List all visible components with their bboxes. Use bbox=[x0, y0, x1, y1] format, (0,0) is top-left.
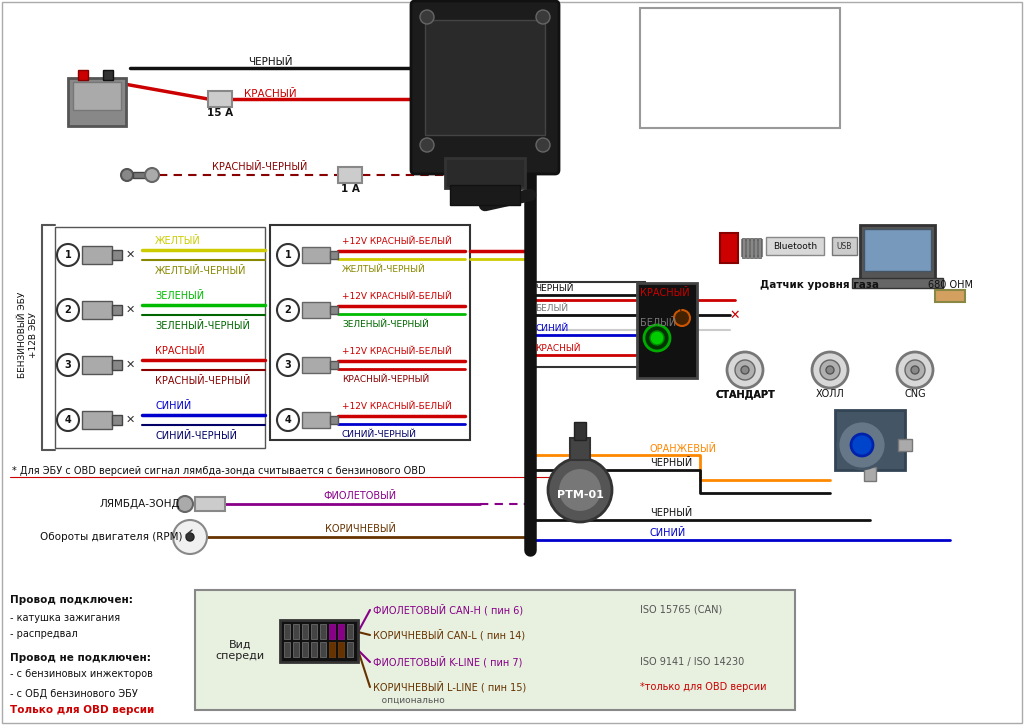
FancyBboxPatch shape bbox=[293, 624, 299, 639]
Text: 3: 3 bbox=[65, 360, 72, 370]
Circle shape bbox=[741, 366, 749, 374]
Text: 4: 4 bbox=[285, 415, 292, 425]
Text: ФИОЛЕТОВЫЙ CAN-H ( пин 6): ФИОЛЕТОВЫЙ CAN-H ( пин 6) bbox=[373, 604, 523, 616]
Circle shape bbox=[145, 168, 159, 182]
Circle shape bbox=[905, 360, 925, 380]
FancyBboxPatch shape bbox=[935, 290, 965, 302]
Text: 4: 4 bbox=[65, 415, 72, 425]
FancyBboxPatch shape bbox=[284, 624, 290, 639]
Text: СТАНДАРТ: СТАНДАРТ bbox=[715, 389, 775, 399]
Text: БЕНЗИНОВЫЙ ЭБУ
+12В ЭБУ: БЕНЗИНОВЫЙ ЭБУ +12В ЭБУ bbox=[18, 292, 38, 378]
Text: 3: 3 bbox=[285, 360, 292, 370]
FancyBboxPatch shape bbox=[112, 250, 122, 260]
FancyBboxPatch shape bbox=[338, 624, 344, 639]
Text: КРАСНЫЙ-ЧЕРНЫЙ: КРАСНЫЙ-ЧЕРНЫЙ bbox=[212, 162, 307, 172]
Circle shape bbox=[420, 10, 434, 24]
FancyBboxPatch shape bbox=[73, 82, 121, 110]
Text: Вид
спереди: Вид спереди bbox=[215, 639, 264, 660]
FancyBboxPatch shape bbox=[860, 225, 935, 280]
Text: ЗЕЛЕНЫЙ-ЧЕРНЫЙ: ЗЕЛЕНЫЙ-ЧЕРНЫЙ bbox=[342, 320, 429, 328]
Text: ФИОЛЕТОВЫЙ: ФИОЛЕТОВЫЙ bbox=[324, 491, 396, 501]
Circle shape bbox=[735, 360, 755, 380]
Text: Датчик уровня газа: Датчик уровня газа bbox=[761, 280, 880, 290]
Text: СТАНДАРТ: СТАНДАРТ bbox=[715, 389, 775, 399]
Text: РТМ-01: РТМ-01 bbox=[557, 490, 603, 500]
FancyBboxPatch shape bbox=[758, 238, 761, 258]
Text: 15 А: 15 А bbox=[207, 108, 233, 118]
FancyBboxPatch shape bbox=[330, 251, 338, 259]
Circle shape bbox=[812, 352, 848, 388]
Circle shape bbox=[186, 533, 194, 541]
Text: Обороты двигателя (RPM): Обороты двигателя (RPM) bbox=[40, 532, 182, 542]
Text: ✕: ✕ bbox=[730, 309, 740, 321]
Circle shape bbox=[278, 244, 299, 266]
Text: Bluetooth: Bluetooth bbox=[773, 241, 817, 251]
Text: - с ОБД бензинового ЭБУ: - с ОБД бензинового ЭБУ bbox=[10, 689, 138, 699]
Text: ✕: ✕ bbox=[125, 250, 135, 260]
Text: БЕЛЫЙ: БЕЛЫЙ bbox=[640, 318, 676, 328]
Text: USB: USB bbox=[837, 241, 852, 251]
Text: КРАСНЫЙ-ЧЕРНЫЙ: КРАСНЫЙ-ЧЕРНЫЙ bbox=[155, 376, 251, 386]
Text: Только для OBD версии: Только для OBD версии bbox=[10, 705, 155, 715]
FancyBboxPatch shape bbox=[329, 642, 335, 657]
FancyBboxPatch shape bbox=[574, 422, 586, 440]
FancyBboxPatch shape bbox=[302, 302, 330, 318]
Text: КОРИЧНЕВЫЙ L-LINE ( пин 15): КОРИЧНЕВЫЙ L-LINE ( пин 15) bbox=[373, 682, 526, 693]
Text: ЧЕРНЫЙ: ЧЕРНЫЙ bbox=[650, 508, 692, 518]
FancyBboxPatch shape bbox=[55, 227, 265, 448]
FancyBboxPatch shape bbox=[411, 1, 559, 174]
Text: - катушка зажигания: - катушка зажигания bbox=[10, 613, 120, 623]
FancyBboxPatch shape bbox=[864, 467, 876, 481]
FancyBboxPatch shape bbox=[208, 91, 232, 107]
Text: СИНИЙ: СИНИЙ bbox=[155, 401, 191, 411]
Text: ЧЕРНЫЙ: ЧЕРНЫЙ bbox=[248, 57, 292, 67]
FancyBboxPatch shape bbox=[338, 624, 344, 639]
Circle shape bbox=[727, 352, 763, 388]
Circle shape bbox=[820, 360, 840, 380]
Text: СИНИЙ-ЧЕРНЫЙ: СИНИЙ-ЧЕРНЫЙ bbox=[342, 429, 417, 439]
Text: +12V КРАСНЫЙ-БЕЛЫЙ: +12V КРАСНЫЙ-БЕЛЫЙ bbox=[342, 236, 452, 246]
Text: 1 А: 1 А bbox=[341, 184, 359, 194]
Text: ХОЛЛ: ХОЛЛ bbox=[816, 389, 845, 399]
Circle shape bbox=[558, 468, 602, 512]
Circle shape bbox=[278, 354, 299, 376]
FancyBboxPatch shape bbox=[302, 357, 330, 373]
FancyBboxPatch shape bbox=[329, 642, 335, 657]
FancyBboxPatch shape bbox=[746, 238, 749, 258]
FancyBboxPatch shape bbox=[302, 624, 308, 639]
FancyBboxPatch shape bbox=[742, 238, 745, 258]
FancyBboxPatch shape bbox=[640, 8, 840, 128]
FancyBboxPatch shape bbox=[82, 356, 112, 374]
Text: ✕: ✕ bbox=[125, 360, 135, 370]
Text: КРАСНЫЙ: КРАСНЫЙ bbox=[640, 288, 689, 298]
Circle shape bbox=[536, 138, 550, 152]
Text: СИНИЙ-ЧЕРНЫЙ: СИНИЙ-ЧЕРНЫЙ bbox=[155, 431, 237, 441]
Text: Провод подключен:: Провод подключен: bbox=[10, 595, 133, 605]
Circle shape bbox=[121, 169, 133, 181]
FancyBboxPatch shape bbox=[112, 415, 122, 425]
FancyBboxPatch shape bbox=[852, 278, 943, 288]
FancyBboxPatch shape bbox=[766, 237, 824, 255]
FancyBboxPatch shape bbox=[293, 642, 299, 657]
FancyBboxPatch shape bbox=[720, 233, 738, 263]
Circle shape bbox=[278, 299, 299, 321]
Text: БЕЛЫЙ: БЕЛЫЙ bbox=[535, 304, 568, 312]
FancyBboxPatch shape bbox=[347, 624, 353, 639]
FancyBboxPatch shape bbox=[311, 624, 317, 639]
FancyBboxPatch shape bbox=[754, 238, 757, 258]
Text: CNG: CNG bbox=[904, 389, 926, 399]
FancyBboxPatch shape bbox=[898, 439, 912, 451]
Circle shape bbox=[897, 352, 933, 388]
FancyBboxPatch shape bbox=[831, 237, 857, 255]
FancyBboxPatch shape bbox=[195, 497, 225, 511]
FancyBboxPatch shape bbox=[329, 624, 335, 639]
Circle shape bbox=[548, 458, 612, 522]
FancyBboxPatch shape bbox=[330, 361, 338, 369]
Text: КОРИЧНЕВЫЙ CAN-L ( пин 14): КОРИЧНЕВЫЙ CAN-L ( пин 14) bbox=[373, 629, 525, 641]
Text: 1: 1 bbox=[65, 250, 72, 260]
Circle shape bbox=[536, 10, 550, 24]
FancyBboxPatch shape bbox=[82, 246, 112, 264]
FancyBboxPatch shape bbox=[835, 410, 905, 470]
FancyBboxPatch shape bbox=[284, 642, 290, 657]
